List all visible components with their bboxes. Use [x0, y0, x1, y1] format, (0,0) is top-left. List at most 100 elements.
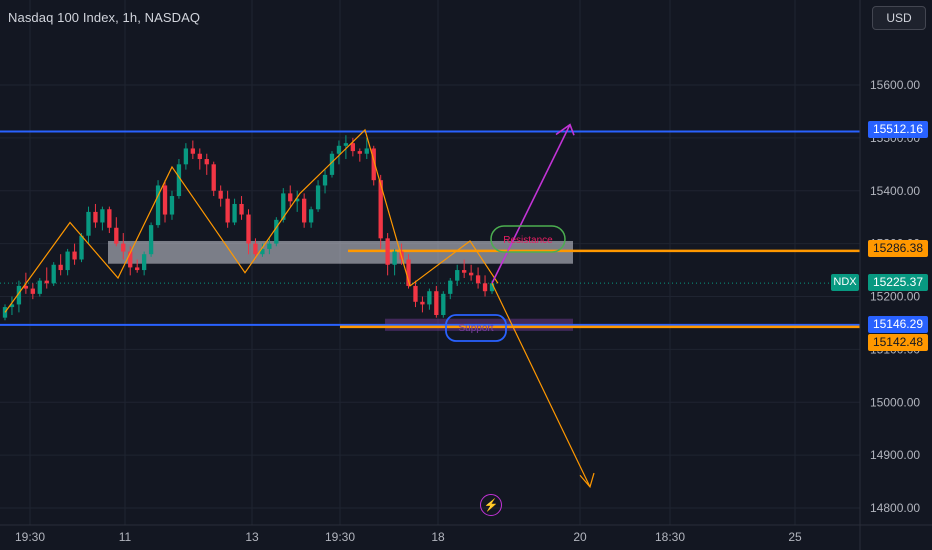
resistance-label: Resistance — [503, 235, 553, 246]
candle-body — [413, 285, 418, 302]
candle-body — [225, 198, 230, 223]
candle-body — [482, 283, 488, 292]
candle-body — [302, 198, 307, 223]
candle-body — [162, 185, 168, 215]
candle-body — [246, 214, 251, 244]
zigzag-line — [4, 128, 499, 313]
candle-body — [371, 148, 376, 181]
candle-body — [86, 211, 91, 236]
candle-body — [427, 291, 432, 305]
candle-body — [336, 145, 342, 154]
y-tick-label: 14800.00 — [870, 501, 920, 515]
candle-body — [148, 225, 154, 255]
candle-body — [204, 159, 209, 165]
bear-arrowhead — [579, 472, 595, 489]
candle-body — [135, 267, 140, 271]
candle-body — [2, 307, 8, 318]
candle-body — [190, 148, 195, 154]
candle-body — [308, 209, 314, 223]
candle-body — [385, 238, 390, 265]
y-tick-label: 15400.00 — [870, 184, 920, 198]
lightning-icon[interactable]: ⚡ — [480, 494, 502, 516]
candle-body — [23, 285, 29, 289]
candle-body — [322, 174, 328, 186]
candle-body — [114, 227, 119, 244]
price-label-orange-upper: 15286.38 — [867, 240, 928, 257]
candle-body — [9, 304, 15, 308]
x-tick-label: 18:30 — [655, 530, 685, 544]
bull-projection-line — [491, 124, 571, 284]
candle-body — [128, 251, 133, 268]
x-tick-label: 19:30 — [325, 530, 355, 544]
support-bubble — [445, 314, 507, 342]
candle-body — [267, 243, 272, 249]
candle-body — [364, 148, 369, 154]
y-tick-label: 15000.00 — [870, 395, 920, 409]
chart-title: Nasdaq 100 Index, 1h, NASDAQ — [8, 10, 201, 25]
candle-body — [232, 203, 237, 223]
y-tick-label: 15600.00 — [870, 78, 920, 92]
candle-body — [72, 251, 77, 260]
candle-body — [420, 301, 425, 305]
candle-body — [378, 180, 383, 239]
candle-body — [357, 151, 362, 154]
candle-body — [79, 235, 84, 260]
candle-body — [253, 243, 258, 255]
candle-body — [350, 143, 356, 152]
symbol-tag: NDX — [831, 274, 859, 291]
candle-body — [141, 254, 147, 271]
bear-projection-line — [491, 283, 591, 488]
price-label-blue-upper: 15512.16 — [867, 121, 928, 138]
candle-body — [65, 251, 70, 271]
currency-button[interactable]: USD — [872, 6, 926, 30]
candle-body — [448, 280, 453, 294]
candle-body — [315, 185, 321, 210]
candle-body — [462, 270, 467, 273]
candle-body — [475, 275, 481, 284]
candle-body — [183, 148, 189, 165]
candle-body — [434, 291, 439, 316]
candle-body — [176, 164, 182, 197]
candle-body — [37, 280, 42, 294]
candle-body — [281, 193, 286, 220]
candle-body — [288, 193, 293, 202]
candle-body — [468, 272, 474, 276]
drawings: Resistance Support — [4, 123, 595, 489]
x-tick-label: 20 — [573, 530, 587, 544]
horizontal-levels — [0, 130, 860, 329]
candle-body — [211, 164, 216, 191]
y-tick-label: 14900.00 — [870, 448, 920, 462]
candle-body — [107, 209, 112, 228]
x-tick-label: 25 — [788, 530, 802, 544]
candle-body — [295, 198, 300, 202]
resistance-zone — [108, 240, 573, 264]
x-tick-label: 19:30 — [15, 530, 45, 544]
price-label-orange-lower: 15142.48 — [867, 334, 928, 351]
candles — [2, 135, 495, 321]
candle-body — [58, 264, 63, 271]
candle-body — [392, 251, 397, 265]
candle-body — [406, 259, 411, 286]
candle-body — [93, 211, 98, 223]
candle-body — [218, 190, 223, 199]
bull-arrowhead — [555, 123, 575, 136]
candle-body — [274, 219, 279, 244]
x-tick-label: 18 — [431, 530, 445, 544]
candle-body — [489, 283, 495, 292]
x-tick-label: 13 — [245, 530, 259, 544]
candle-body — [239, 203, 244, 215]
y-tick-label: 15200.00 — [870, 290, 920, 304]
candle-body — [44, 280, 49, 284]
candle-body — [121, 243, 126, 252]
x-tick-label: 11 — [119, 530, 132, 544]
candle-body — [100, 209, 105, 223]
candle-body — [343, 143, 349, 146]
current-price-label: 15225.37 — [867, 274, 928, 291]
candle-body — [329, 153, 335, 175]
candle-body — [30, 288, 35, 294]
price-label-blue-lower: 15146.29 — [867, 316, 928, 333]
resistance-bubble — [490, 225, 566, 253]
candle-body — [51, 264, 56, 284]
candle-body — [455, 270, 460, 281]
